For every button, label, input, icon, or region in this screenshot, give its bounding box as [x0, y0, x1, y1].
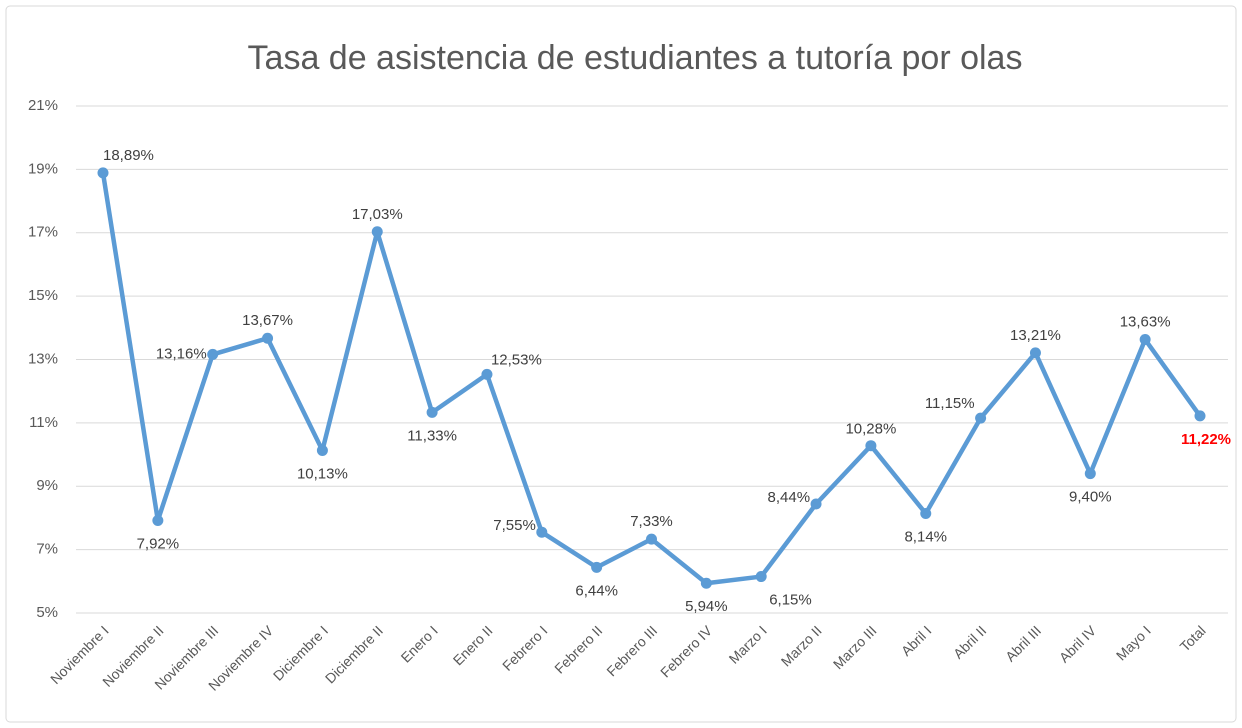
data-label: 7,55% — [493, 517, 536, 534]
y-tick-label: 13% — [28, 350, 58, 367]
data-point — [975, 412, 987, 424]
data-point — [371, 226, 383, 238]
data-label: 12,53% — [491, 351, 542, 368]
data-label: 11,15% — [925, 395, 975, 412]
y-tick-label: 5% — [36, 604, 58, 621]
data-point — [316, 444, 328, 456]
y-tick-label: 21% — [28, 97, 58, 114]
data-point — [207, 348, 219, 360]
data-label: 13,63% — [1120, 314, 1171, 331]
data-point — [426, 406, 438, 418]
data-point — [755, 571, 767, 583]
y-tick-label: 17% — [28, 224, 58, 241]
y-tick-label: 7% — [36, 541, 58, 558]
data-point — [1139, 334, 1151, 346]
data-label: 13,21% — [1010, 327, 1061, 344]
data-point — [810, 498, 822, 510]
data-point — [1084, 468, 1096, 480]
data-label: 9,40% — [1069, 489, 1112, 506]
data-point — [591, 561, 603, 573]
data-point — [1029, 347, 1041, 359]
data-label: 7,92% — [137, 535, 180, 552]
data-label: 10,13% — [297, 465, 348, 482]
y-tick-label: 9% — [36, 477, 58, 494]
data-label: 18,89% — [103, 147, 154, 164]
data-point — [481, 368, 493, 380]
y-tick-label: 15% — [28, 287, 58, 304]
data-label: 6,15% — [769, 592, 812, 609]
data-label: 5,94% — [685, 598, 728, 615]
data-label: 8,44% — [768, 489, 811, 506]
data-point — [865, 440, 877, 452]
data-point — [262, 332, 274, 344]
data-point — [97, 167, 109, 179]
data-label: 11,22% — [1181, 431, 1231, 448]
data-point — [1194, 410, 1206, 422]
chart-frame — [5, 5, 1237, 723]
data-label: 17,03% — [352, 206, 403, 223]
data-point — [700, 577, 712, 589]
data-label: 13,67% — [242, 312, 293, 329]
data-point — [920, 508, 932, 520]
chart-title: Tasa de asistencia de estudiantes a tuto… — [248, 39, 1023, 77]
data-label: 8,14% — [904, 528, 947, 545]
data-label: 13,16% — [156, 345, 207, 362]
data-label: 10,28% — [845, 421, 896, 438]
data-point — [152, 514, 164, 526]
data-label: 6,44% — [575, 582, 618, 599]
data-label: 11,33% — [407, 427, 457, 444]
data-point — [536, 526, 548, 538]
y-tick-label: 19% — [28, 160, 58, 177]
data-label: 7,33% — [630, 513, 673, 530]
data-point — [646, 533, 657, 545]
y-tick-label: 11% — [29, 414, 58, 431]
